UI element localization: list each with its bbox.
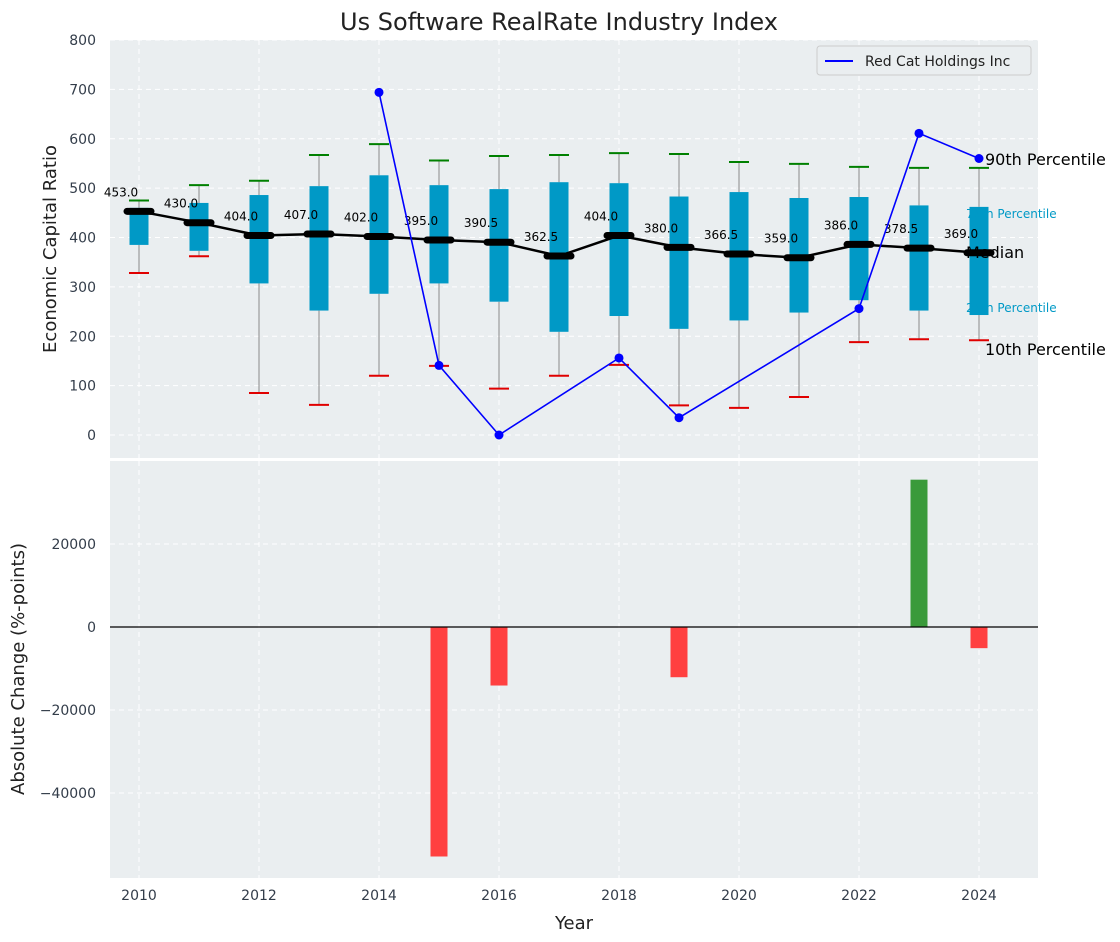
box — [189, 202, 209, 251]
bottom-plot-area — [110, 461, 1038, 878]
x-tick-label: 2020 — [721, 888, 757, 904]
bottom-y-tick-label: −20000 — [40, 703, 96, 719]
median-value-label: 402.0 — [344, 211, 378, 225]
x-tick-label: 2022 — [841, 888, 877, 904]
median-value-label: 404.0 — [584, 210, 618, 224]
box — [309, 186, 329, 311]
top-y-tick-label: 100 — [69, 379, 96, 395]
top-y-tick-label: 500 — [69, 181, 96, 197]
median-value-label: 366.5 — [704, 228, 738, 242]
company-point — [674, 413, 684, 423]
top-y-tick-label: 200 — [69, 329, 96, 345]
box — [609, 183, 629, 317]
x-tick-label: 2024 — [961, 888, 997, 904]
median-series — [123, 207, 995, 262]
company-point — [854, 304, 864, 314]
top-y-tick-label: 700 — [69, 82, 96, 98]
label-median: Median — [966, 243, 1024, 262]
x-tick-label: 2014 — [361, 888, 397, 904]
median-value-label: 386.0 — [824, 218, 858, 232]
bar-series — [430, 479, 988, 857]
top-y-tick-label: 800 — [69, 33, 96, 49]
x-tick-label: 2016 — [481, 888, 517, 904]
bottom-y-axis-label: Absolute Change (%-points) — [8, 543, 29, 795]
box — [429, 185, 449, 284]
top-y-axis-label: Economic Capital Ratio — [40, 145, 61, 353]
top-plot-area — [110, 40, 1038, 458]
box — [969, 206, 989, 316]
bar — [910, 479, 928, 627]
median-value-label: 380.0 — [644, 221, 678, 235]
median-value-label: 369.0 — [944, 227, 978, 241]
company-point — [914, 128, 924, 138]
company-series — [374, 87, 984, 440]
label-p90: 90th Percentile — [985, 150, 1106, 169]
box — [909, 205, 929, 311]
legend: Red Cat Holdings Inc — [816, 45, 1032, 76]
median-value-label: 390.5 — [464, 216, 498, 230]
box — [129, 207, 149, 245]
percentile-labels: 90th Percentile 75th Percentile Median 2… — [966, 150, 1106, 359]
bottom-y-tick-label: 0 — [87, 620, 96, 636]
median-value-label: 407.0 — [284, 208, 318, 222]
bar — [970, 627, 988, 649]
company-point — [434, 360, 444, 370]
x-tick-label: 2010 — [121, 888, 157, 904]
company-line — [378, 92, 980, 437]
median-value-label: 404.0 — [224, 210, 258, 224]
bar — [670, 627, 688, 678]
company-point — [614, 353, 624, 363]
box — [249, 195, 269, 284]
top-y-ticks: 0 100 200 300 400 500 600 700 800 — [69, 33, 96, 444]
median-labels: 453.0 430.0 404.0 407.0 402.0 395.0 390.5 362.5… — [104, 185, 978, 245]
median-value-label: 430.0 — [164, 197, 198, 211]
company-point — [974, 154, 984, 163]
x-axis-label: Year — [554, 913, 594, 934]
median-value-label: 359.0 — [764, 232, 798, 246]
label-p10: 10th Percentile — [985, 340, 1106, 359]
company-point — [494, 430, 504, 440]
bottom-y-tick-label: −40000 — [40, 786, 96, 802]
box — [669, 196, 689, 329]
company-point — [374, 87, 384, 97]
box-series — [129, 143, 989, 409]
bottom-y-tick-label: 20000 — [51, 537, 96, 553]
median-value-label: 395.0 — [404, 214, 438, 228]
label-p25: 25th Percentile — [966, 301, 1057, 315]
median-value-label: 378.5 — [884, 222, 918, 236]
bottom-y-ticks: −40000 −20000 0 20000 — [40, 537, 96, 802]
bar — [490, 627, 508, 686]
legend-entry: Red Cat Holdings Inc — [865, 54, 1010, 70]
x-ticks: 2010 2012 2014 2016 2018 2020 2022 2024 — [121, 888, 997, 904]
x-tick-label: 2018 — [601, 888, 637, 904]
top-y-tick-label: 400 — [69, 231, 96, 247]
top-y-tick-label: 0 — [87, 428, 96, 444]
box — [849, 197, 869, 301]
bar — [430, 627, 448, 857]
label-p75: 75th Percentile — [966, 207, 1057, 221]
top-panel: 0 100 200 300 400 500 600 700 800 453.0 430.0 404.… — [40, 33, 1106, 458]
median-value-label: 453.0 — [104, 185, 138, 199]
median-value-label: 362.5 — [524, 230, 558, 244]
x-tick-label: 2012 — [241, 888, 277, 904]
top-y-tick-label: 300 — [69, 280, 96, 296]
chart-title: Us Software RealRate Industry Index — [340, 8, 778, 36]
legend-box — [816, 45, 1032, 76]
top-y-tick-label: 600 — [69, 132, 96, 148]
